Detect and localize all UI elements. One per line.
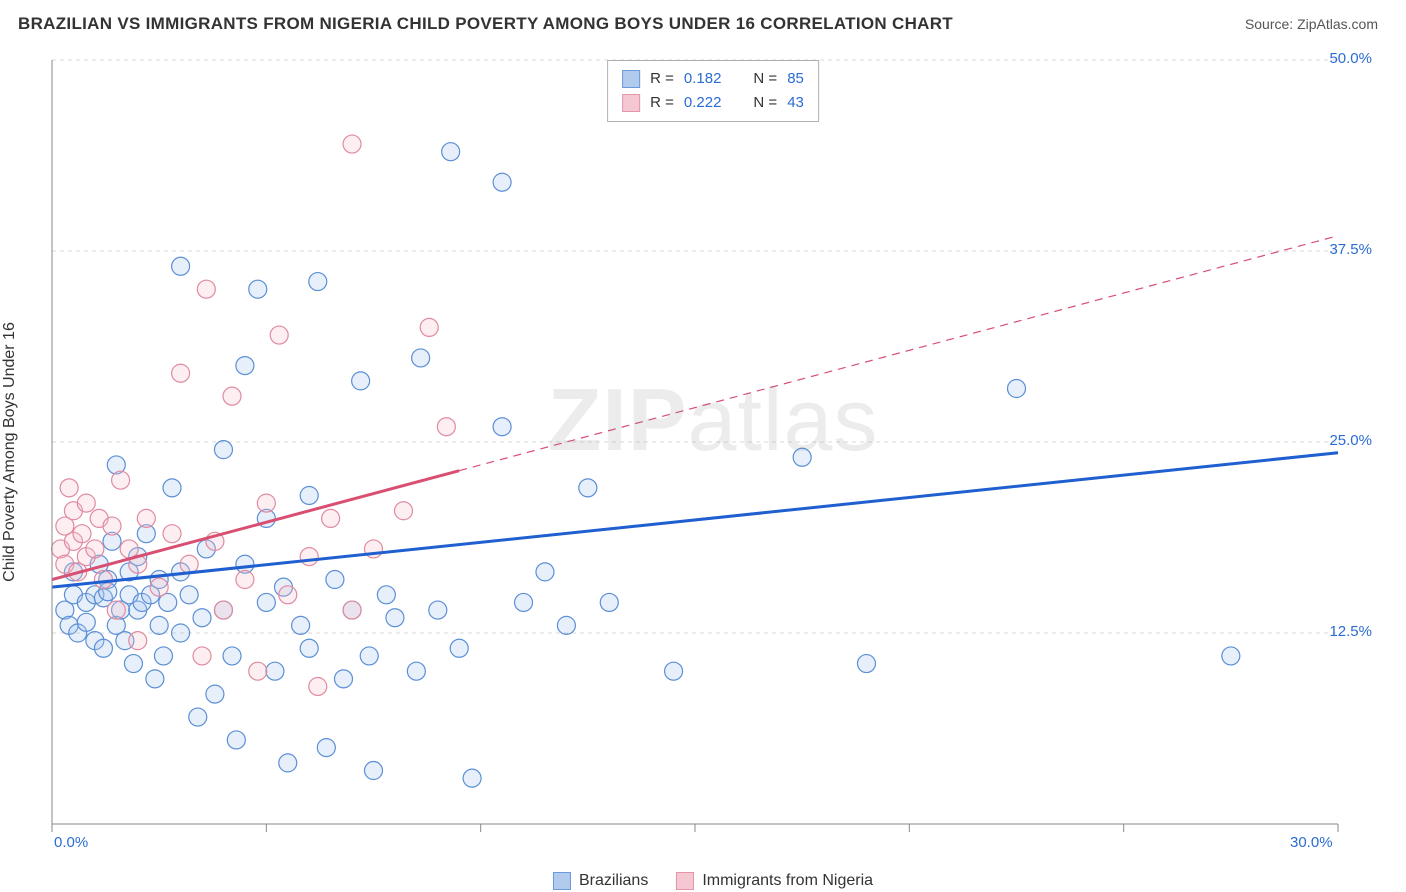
stat-r-label-1: R = (650, 91, 674, 115)
stats-row-series-1: R = 0.222 N = 43 (622, 91, 804, 115)
y-axis-label: Child Poverty Among Boys Under 16 (1, 322, 19, 582)
axis-tick-label: 0.0% (54, 834, 88, 851)
axis-tick-label: 30.0% (1290, 834, 1333, 851)
stat-r-value-1: 0.222 (684, 91, 722, 115)
chart-title: BRAZILIAN VS IMMIGRANTS FROM NIGERIA CHI… (18, 14, 953, 34)
stat-n-value-1: 43 (787, 91, 804, 115)
legend-label-1: Immigrants from Nigeria (702, 872, 873, 890)
stat-r-value-0: 0.182 (684, 67, 722, 91)
stat-n-label-0: N = (753, 67, 777, 91)
axis-tick-label: 37.5% (1329, 241, 1372, 258)
legend-item-1: Immigrants from Nigeria (676, 872, 873, 890)
series-legend: Brazilians Immigrants from Nigeria (553, 872, 873, 890)
legend-swatch-1 (676, 872, 694, 890)
legend-label-0: Brazilians (579, 872, 648, 890)
source-attribution: Source: ZipAtlas.com (1245, 16, 1378, 32)
axis-tick-label: 50.0% (1329, 50, 1372, 67)
swatch-series-0 (622, 70, 640, 88)
stat-n-label-1: N = (753, 91, 777, 115)
stat-r-label-0: R = (650, 67, 674, 91)
axis-tick-label: 12.5% (1329, 623, 1372, 640)
legend-item-0: Brazilians (553, 872, 648, 890)
chart-container: Child Poverty Among Boys Under 16 ZIPatl… (48, 56, 1378, 848)
axis-tick-label: 25.0% (1329, 432, 1372, 449)
stats-row-series-0: R = 0.182 N = 85 (622, 67, 804, 91)
legend-swatch-0 (553, 872, 571, 890)
swatch-series-1 (622, 94, 640, 112)
scatter-plot (48, 56, 1378, 848)
stat-n-value-0: 85 (787, 67, 804, 91)
stats-legend: R = 0.182 N = 85 R = 0.222 N = 43 (607, 60, 819, 122)
